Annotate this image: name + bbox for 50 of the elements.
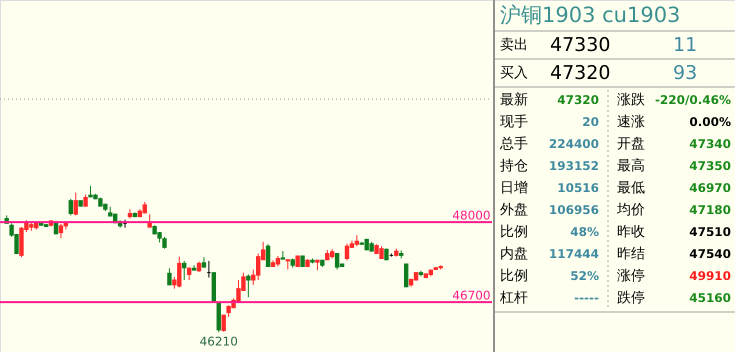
category-label: 日增 bbox=[500, 180, 528, 196]
category-label: 卖出 bbox=[500, 37, 528, 53]
text: 46970 bbox=[689, 181, 731, 195]
category-label: 现手 bbox=[500, 114, 528, 130]
category-label: 跌停 bbox=[617, 290, 645, 306]
y-tick-label: 48000 bbox=[452, 208, 490, 223]
text: 47510 bbox=[689, 225, 731, 239]
text: 11 bbox=[673, 34, 698, 56]
category-label: 涨跌 bbox=[617, 92, 645, 108]
text: ----- bbox=[574, 291, 599, 305]
category-label: 最低 bbox=[617, 180, 645, 196]
text: 117444 bbox=[548, 247, 599, 261]
text: 52% bbox=[570, 269, 599, 283]
annotation: 46210 bbox=[200, 334, 238, 348]
category-label: 买入 bbox=[500, 65, 528, 81]
category-label: 最新 bbox=[500, 92, 528, 108]
text: 193152 bbox=[548, 159, 599, 173]
text: 106956 bbox=[548, 203, 599, 217]
text: 47540 bbox=[689, 247, 731, 261]
text: 47320 bbox=[550, 62, 610, 84]
text: 47350 bbox=[689, 159, 731, 173]
text: 47330 bbox=[550, 34, 610, 56]
category-label: 涨停 bbox=[617, 268, 645, 284]
category-label: 比例 bbox=[500, 224, 528, 240]
text: 47320 bbox=[557, 93, 599, 107]
text: 20 bbox=[582, 115, 599, 129]
text: 沪铜1903 cu1903 bbox=[500, 3, 680, 27]
category-label: 总手 bbox=[499, 136, 528, 152]
category-label: 速涨 bbox=[617, 114, 645, 130]
text: 49910 bbox=[689, 269, 731, 283]
text: 0.00% bbox=[689, 115, 731, 129]
category-label: 昨结 bbox=[617, 246, 645, 262]
category-label: 比例 bbox=[500, 268, 528, 284]
category-label: 昨收 bbox=[617, 224, 645, 240]
category-label: 内盘 bbox=[500, 246, 528, 262]
text: -220/0.46% bbox=[654, 93, 731, 107]
text: 10516 bbox=[557, 181, 599, 195]
category-label: 均价 bbox=[616, 202, 645, 218]
text: 45160 bbox=[689, 291, 731, 305]
text: 48% bbox=[570, 225, 599, 239]
category-label: 杠杆 bbox=[499, 290, 528, 306]
y-tick-label: 46700 bbox=[452, 288, 490, 303]
text: 47180 bbox=[689, 203, 731, 217]
text: 93 bbox=[673, 62, 698, 84]
category-label: 持仓 bbox=[500, 158, 528, 174]
text: 224400 bbox=[548, 137, 599, 151]
text: 47340 bbox=[689, 137, 731, 151]
category-label: 最高 bbox=[617, 158, 645, 174]
category-label: 外盘 bbox=[500, 202, 528, 218]
category-label: 开盘 bbox=[617, 136, 645, 152]
